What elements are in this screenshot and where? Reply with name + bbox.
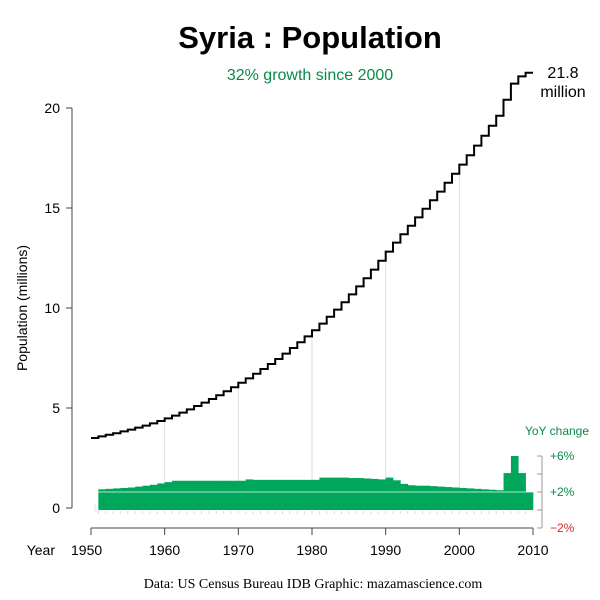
yoy-bar-1969 xyxy=(230,480,239,510)
yoy-bar-2007 xyxy=(510,456,519,510)
yoy-bar-1995 xyxy=(422,485,431,510)
x-tick-label: 1990 xyxy=(370,542,401,558)
yoy-bar-1991 xyxy=(393,480,401,510)
yoy-bar-1978 xyxy=(297,479,305,510)
yoy-axis-title: YoY change xyxy=(525,424,589,438)
y-tick-label: 5 xyxy=(52,400,60,416)
yoy-bar-1982 xyxy=(326,477,335,510)
yoy-bar-1983 xyxy=(334,477,342,510)
yoy-axis: +6% +2% −2% xyxy=(537,449,575,535)
yoy-bar-1984 xyxy=(341,477,350,510)
y-tick-label: 10 xyxy=(44,300,60,316)
yoy-bar-1968 xyxy=(223,480,232,510)
x-tick-label: 1950 xyxy=(71,542,102,558)
yoy-bar-1966 xyxy=(208,480,217,510)
x-tick-label: 2000 xyxy=(444,542,475,558)
y-tick-label: 0 xyxy=(52,500,60,516)
yoy-bars xyxy=(94,456,534,514)
yoy-bar-1961 xyxy=(172,480,180,510)
yoy-bar-1962 xyxy=(179,480,188,510)
yoy-bar-2005 xyxy=(496,490,504,510)
yoy-bar-1967 xyxy=(216,480,224,510)
yoy-bar-1965 xyxy=(201,480,210,510)
credits: Data: US Census Bureau IDB Graphic: maza… xyxy=(144,577,483,592)
yoy-bar-1992 xyxy=(400,483,409,510)
yoy-bar-2000 xyxy=(459,487,467,510)
yoy-bar-1979 xyxy=(304,479,313,510)
yoy-bar-2004 xyxy=(488,489,497,510)
yoy-bar-1953 xyxy=(113,488,121,510)
yoy-tick-label: +2% xyxy=(550,485,575,499)
yoy-bar-1986 xyxy=(356,478,364,510)
x-tick-label: 1980 xyxy=(296,542,327,558)
yoy-bar-1972 xyxy=(253,479,261,510)
yoy-bar-2001 xyxy=(466,488,475,510)
x-tick-label: 1960 xyxy=(149,542,180,558)
yoy-bar-1958 xyxy=(149,484,158,510)
y-axis-label: Population (millions) xyxy=(14,245,30,371)
yoy-bar-1974 xyxy=(267,479,276,510)
yoy-bar-1951 xyxy=(98,489,107,510)
yoy-tick-label: −2% xyxy=(550,521,575,535)
yoy-bar-1988 xyxy=(370,478,379,510)
yoy-bar-1956 xyxy=(135,486,143,510)
end-value-label: 21.8 xyxy=(547,65,578,82)
yoy-bar-1997 xyxy=(437,486,445,510)
yoy-bar-1998 xyxy=(444,487,453,510)
yoy-bar-1971 xyxy=(245,479,254,510)
yoy-bar-1960 xyxy=(164,482,173,510)
x-axis: 1950 1960 1970 1980 1990 2000 2010 xyxy=(71,527,549,558)
yoy-bar-1981 xyxy=(319,477,328,510)
chart-title: Syria : Population xyxy=(178,20,442,55)
x-tick-label: 1970 xyxy=(223,542,254,558)
population-step-line xyxy=(91,71,533,439)
end-unit-label: million xyxy=(540,84,585,101)
yoy-bar-2003 xyxy=(481,489,490,510)
y-tick-label: 15 xyxy=(44,200,60,216)
yoy-bar-1973 xyxy=(260,479,269,510)
yoy-bar-1976 xyxy=(282,479,291,510)
population-line-layer xyxy=(91,71,533,439)
yoy-bar-1954 xyxy=(120,487,129,510)
yoy-bar-1955 xyxy=(127,487,136,510)
x-axis-prefix: Year xyxy=(27,542,56,558)
yoy-bar-1993 xyxy=(407,485,416,510)
gridlines xyxy=(164,164,460,510)
yoy-bar-1964 xyxy=(194,480,202,510)
yoy-bar-1996 xyxy=(429,486,438,510)
yoy-bar-1977 xyxy=(289,479,298,510)
yoy-bar-1975 xyxy=(275,479,283,510)
yoy-bar-1959 xyxy=(157,483,165,510)
yoy-bar-1999 xyxy=(451,487,460,510)
yoy-bar-1987 xyxy=(363,478,372,510)
x-tick-label: 2010 xyxy=(517,542,548,558)
chart-subtitle: 32% growth since 2000 xyxy=(227,67,393,84)
yoy-bar-1970 xyxy=(238,480,246,510)
yoy-bar-1989 xyxy=(378,479,386,510)
yoy-bar-1952 xyxy=(105,488,114,510)
yoy-tick-label: +6% xyxy=(550,449,575,463)
yoy-bar-1963 xyxy=(186,480,195,510)
y-tick-label: 20 xyxy=(44,100,60,116)
yoy-bar-1985 xyxy=(348,478,357,510)
y-axis: 0 5 10 15 20 xyxy=(44,100,73,516)
yoy-bar-1980 xyxy=(312,479,320,510)
yoy-bar-1957 xyxy=(142,485,151,510)
yoy-bar-2009 xyxy=(525,492,534,510)
yoy-bar-1994 xyxy=(415,485,423,510)
yoy-bar-1990 xyxy=(385,477,394,510)
yoy-bar-2002 xyxy=(474,488,482,510)
